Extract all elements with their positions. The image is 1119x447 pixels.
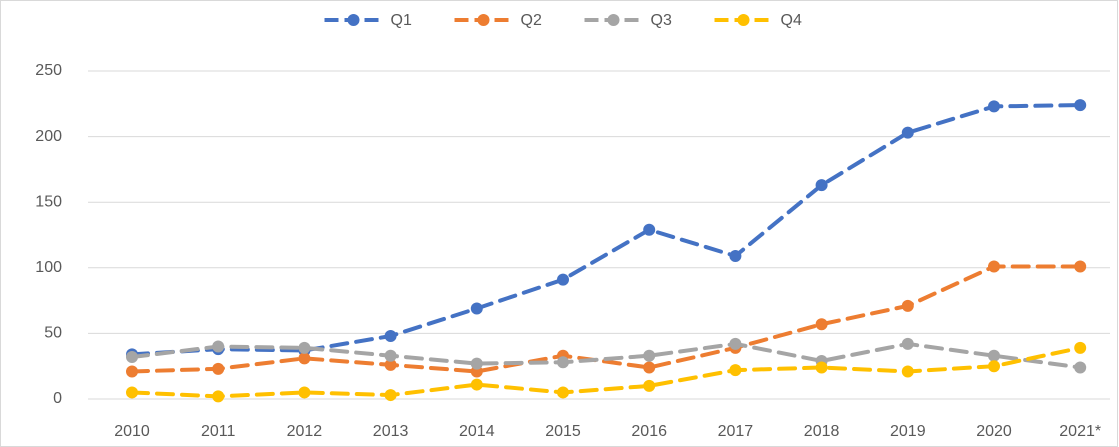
x-tick-label: 2014 [459,423,495,440]
y-tick-label: 150 [35,193,62,210]
data-point [126,365,138,378]
legend-label: Q2 [521,12,542,29]
data-point [384,389,397,402]
data-point [901,126,914,139]
data-point [901,365,914,378]
data-point [1074,341,1087,354]
series-line [130,103,1083,357]
x-tick-label: 2018 [804,423,840,440]
legend-marker [347,14,360,26]
data-point [126,351,138,364]
legend-label: Q1 [391,12,412,29]
data-point [212,362,225,375]
x-tick-label: 2010 [114,423,150,440]
data-point [298,341,311,354]
data-point [988,360,1000,373]
x-tick-label: 2015 [545,423,581,440]
data-point [384,349,397,362]
data-point [470,378,483,391]
data-point [557,356,569,369]
data-point [470,357,483,370]
data-point [815,318,828,331]
x-tick-label: 2013 [373,423,409,440]
data-point [1074,99,1087,112]
data-point [901,337,914,350]
legend-marker [607,14,620,26]
x-tick-label: 2017 [718,423,754,440]
data-point [384,330,397,343]
data-point [729,337,742,350]
data-point [557,273,569,286]
data-point [901,299,914,312]
series-line [130,345,1083,399]
data-point [212,340,225,353]
legend-label: Q3 [651,12,672,29]
data-point [988,349,1000,362]
data-point [384,358,397,371]
data-point [815,179,828,192]
data-point [126,386,138,399]
data-point [470,302,483,315]
series-line [130,264,1083,374]
data-point [557,386,569,399]
data-point [643,379,656,392]
x-tick-label: 2021* [1059,423,1101,440]
y-tick-label: 0 [53,390,62,407]
data-point [298,352,311,365]
x-tick-label: 2012 [287,423,323,440]
data-point [643,349,656,362]
legend-marker [737,14,750,26]
data-point [815,361,828,374]
data-point [643,361,656,374]
y-tick-label: 100 [35,259,62,276]
data-point [643,223,656,236]
y-tick-label: 50 [44,325,62,342]
legend-marker [477,14,490,26]
y-tick-label: 250 [35,62,62,79]
data-point [1074,361,1087,374]
data-point [729,364,742,377]
data-point [212,390,225,403]
x-tick-label: 2011 [201,423,236,440]
legend-label: Q4 [781,12,802,29]
series-line [130,341,1083,370]
data-point [1074,260,1087,273]
data-point [298,386,311,399]
x-tick-label: 2019 [890,423,926,440]
x-tick-label: 2016 [631,423,667,440]
data-point [988,100,1000,113]
data-point [988,260,1000,273]
y-tick-label: 200 [35,128,62,145]
x-tick-label: 2020 [976,423,1012,440]
data-point [729,249,742,262]
